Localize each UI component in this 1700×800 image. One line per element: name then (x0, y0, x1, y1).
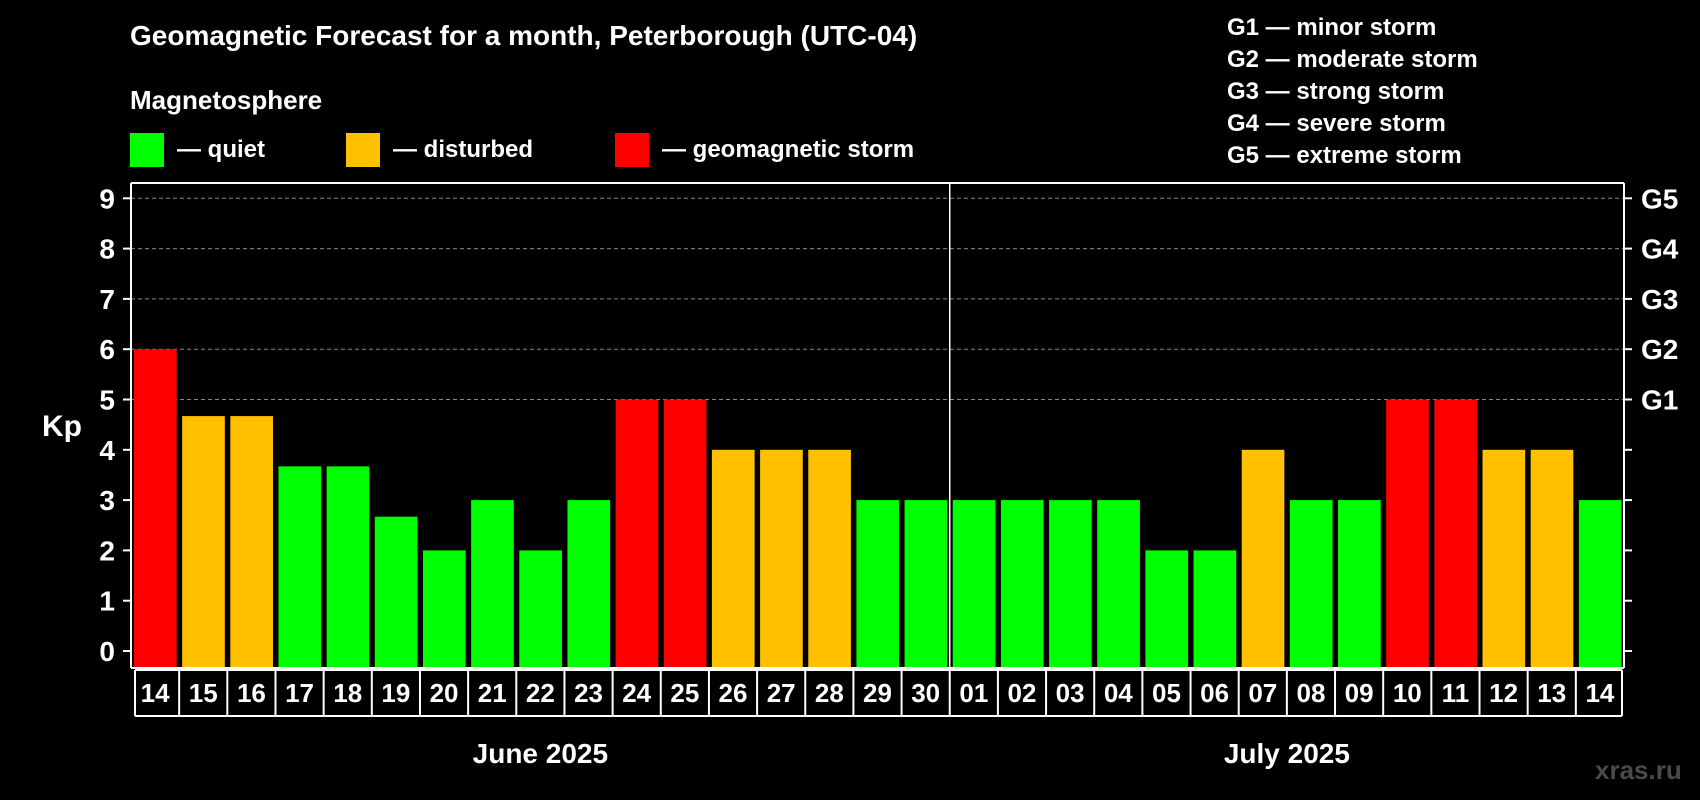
legend-item-storm: — geomagnetic storm (615, 133, 914, 167)
y-tick-label-2: 2 (99, 535, 115, 566)
month-label-1: July 2025 (1224, 738, 1350, 769)
legend-item-quiet: — quiet (130, 133, 265, 167)
bar-2 (230, 416, 273, 668)
bar-0 (134, 349, 177, 668)
bar-24 (1289, 500, 1333, 668)
y-tick-label-8: 8 (99, 234, 115, 265)
date-label-21: 05 (1152, 678, 1181, 708)
y-tick-label-1: 1 (99, 586, 115, 617)
date-label-22: 06 (1200, 678, 1229, 708)
date-label-28: 12 (1489, 678, 1518, 708)
date-label-14: 28 (815, 678, 844, 708)
right-label-g4: G4 (1641, 234, 1679, 265)
storm-level-g4: G4 — severe storm (1227, 110, 1446, 137)
bar-4 (326, 466, 370, 668)
bar-16 (904, 500, 948, 668)
bar-22 (1193, 550, 1237, 668)
bar-25 (1338, 500, 1381, 668)
right-label-g5: G5 (1641, 183, 1678, 214)
date-label-10: 24 (622, 678, 651, 708)
y-axis-label: Kp (42, 410, 82, 443)
y-tick-label-7: 7 (99, 284, 115, 315)
legend-swatch-storm (615, 133, 649, 167)
right-label-g3: G3 (1641, 284, 1678, 315)
date-label-19: 03 (1056, 678, 1085, 708)
bar-20 (1097, 500, 1140, 668)
date-label-30: 14 (1585, 678, 1614, 708)
bar-1 (182, 416, 225, 668)
y-tick-label-9: 9 (99, 183, 115, 214)
storm-level-g3: G3 — strong storm (1227, 78, 1445, 105)
bar-28 (1482, 449, 1526, 668)
storm-level-g2: G2 — moderate storm (1227, 46, 1478, 73)
bar-30 (1578, 500, 1622, 668)
date-label-5: 19 (381, 678, 410, 708)
bar-3 (278, 466, 322, 668)
bar-18 (1000, 500, 1044, 668)
legend-item-disturbed: — disturbed (346, 133, 533, 167)
bar-13 (760, 449, 803, 668)
bar-19 (1049, 500, 1092, 668)
date-label-18: 02 (1008, 678, 1037, 708)
date-label-4: 18 (333, 678, 362, 708)
date-label-13: 27 (767, 678, 796, 708)
y-tick-label-6: 6 (99, 334, 115, 365)
date-label-9: 23 (574, 678, 603, 708)
date-label-15: 29 (863, 678, 892, 708)
storm-level-g1: G1 — minor storm (1227, 14, 1437, 41)
storm-level-g5: G5 — extreme storm (1227, 142, 1462, 169)
date-label-2: 16 (237, 678, 266, 708)
month-label-0: June 2025 (473, 738, 608, 769)
bar-11 (663, 399, 707, 668)
date-label-26: 10 (1393, 678, 1422, 708)
bar-10 (615, 399, 659, 668)
date-label-25: 09 (1345, 678, 1374, 708)
y-tick-label-3: 3 (99, 485, 115, 516)
right-label-g1: G1 (1641, 385, 1678, 416)
bar-17 (952, 500, 996, 668)
date-label-20: 04 (1104, 678, 1133, 708)
bar-7 (471, 500, 514, 668)
date-label-17: 01 (959, 678, 988, 708)
bar-15 (856, 500, 900, 668)
date-label-29: 13 (1537, 678, 1566, 708)
chart-title: Geomagnetic Forecast for a month, Peterb… (130, 20, 918, 51)
storm-level-legend: G1 — minor storm G2 — moderate storm G3 … (1227, 12, 1478, 172)
bar-12 (711, 449, 755, 668)
date-label-3: 17 (285, 678, 314, 708)
bar-14 (808, 449, 851, 668)
y-tick-label-0: 0 (99, 636, 115, 667)
bar-26 (1386, 399, 1429, 668)
date-label-24: 08 (1296, 678, 1325, 708)
bar-5 (374, 516, 418, 668)
bar-6 (422, 550, 466, 668)
bar-21 (1145, 550, 1189, 668)
legend-swatch-disturbed (346, 133, 380, 167)
legend-label-storm: — geomagnetic storm (662, 136, 915, 163)
bar-27 (1434, 399, 1478, 668)
date-label-23: 07 (1248, 678, 1277, 708)
bar-23 (1241, 449, 1285, 668)
legend-title: Magnetosphere (130, 85, 323, 115)
date-label-27: 11 (1442, 678, 1470, 708)
date-label-6: 20 (430, 678, 459, 708)
date-label-16: 30 (911, 678, 940, 708)
y-tick-label-5: 5 (99, 385, 115, 416)
date-label-11: 25 (670, 678, 699, 708)
date-label-12: 26 (719, 678, 748, 708)
y-tick-label-4: 4 (99, 435, 115, 466)
bar-29 (1530, 449, 1574, 668)
bar-9 (567, 500, 611, 668)
watermark: xras.ru (1595, 755, 1682, 785)
legend-label-quiet: — quiet (177, 136, 265, 163)
legend-swatch-quiet (130, 133, 164, 167)
date-label-8: 22 (526, 678, 555, 708)
bar-8 (519, 550, 562, 668)
right-label-g2: G2 (1641, 334, 1678, 365)
date-label-1: 15 (189, 678, 218, 708)
date-label-0: 14 (141, 678, 170, 708)
date-label-7: 21 (478, 678, 507, 708)
legend-label-disturbed: — disturbed (393, 136, 534, 163)
